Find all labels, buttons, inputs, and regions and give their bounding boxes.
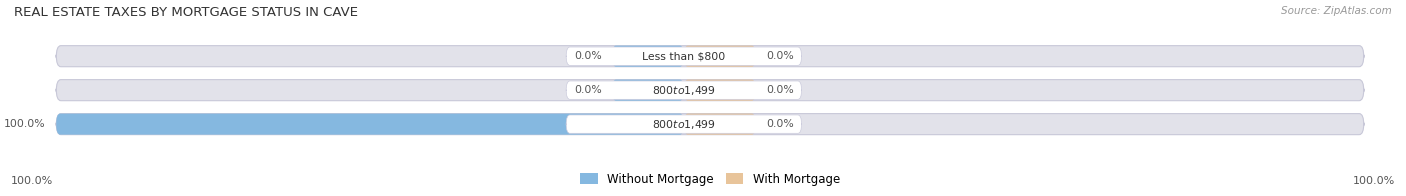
Text: 100.0%: 100.0% (1353, 176, 1395, 186)
Text: 0.0%: 0.0% (766, 85, 794, 95)
FancyBboxPatch shape (56, 46, 1364, 67)
FancyBboxPatch shape (683, 46, 756, 67)
Text: 0.0%: 0.0% (766, 51, 794, 61)
FancyBboxPatch shape (683, 114, 756, 135)
FancyBboxPatch shape (567, 47, 801, 65)
FancyBboxPatch shape (612, 80, 683, 101)
FancyBboxPatch shape (56, 114, 683, 135)
Text: $800 to $1,499: $800 to $1,499 (652, 84, 716, 97)
Text: 0.0%: 0.0% (574, 85, 602, 95)
FancyBboxPatch shape (612, 46, 683, 67)
FancyBboxPatch shape (56, 114, 1364, 135)
Text: 100.0%: 100.0% (4, 119, 46, 129)
FancyBboxPatch shape (56, 80, 1364, 101)
Text: 0.0%: 0.0% (766, 119, 794, 129)
Text: $800 to $1,499: $800 to $1,499 (652, 118, 716, 131)
Text: 0.0%: 0.0% (574, 51, 602, 61)
Text: Source: ZipAtlas.com: Source: ZipAtlas.com (1281, 6, 1392, 16)
Text: Less than $800: Less than $800 (643, 51, 725, 61)
Text: REAL ESTATE TAXES BY MORTGAGE STATUS IN CAVE: REAL ESTATE TAXES BY MORTGAGE STATUS IN … (14, 6, 359, 19)
FancyBboxPatch shape (567, 115, 801, 133)
FancyBboxPatch shape (683, 80, 756, 101)
Legend: Without Mortgage, With Mortgage: Without Mortgage, With Mortgage (581, 172, 839, 185)
FancyBboxPatch shape (567, 81, 801, 99)
Text: 100.0%: 100.0% (11, 176, 53, 186)
